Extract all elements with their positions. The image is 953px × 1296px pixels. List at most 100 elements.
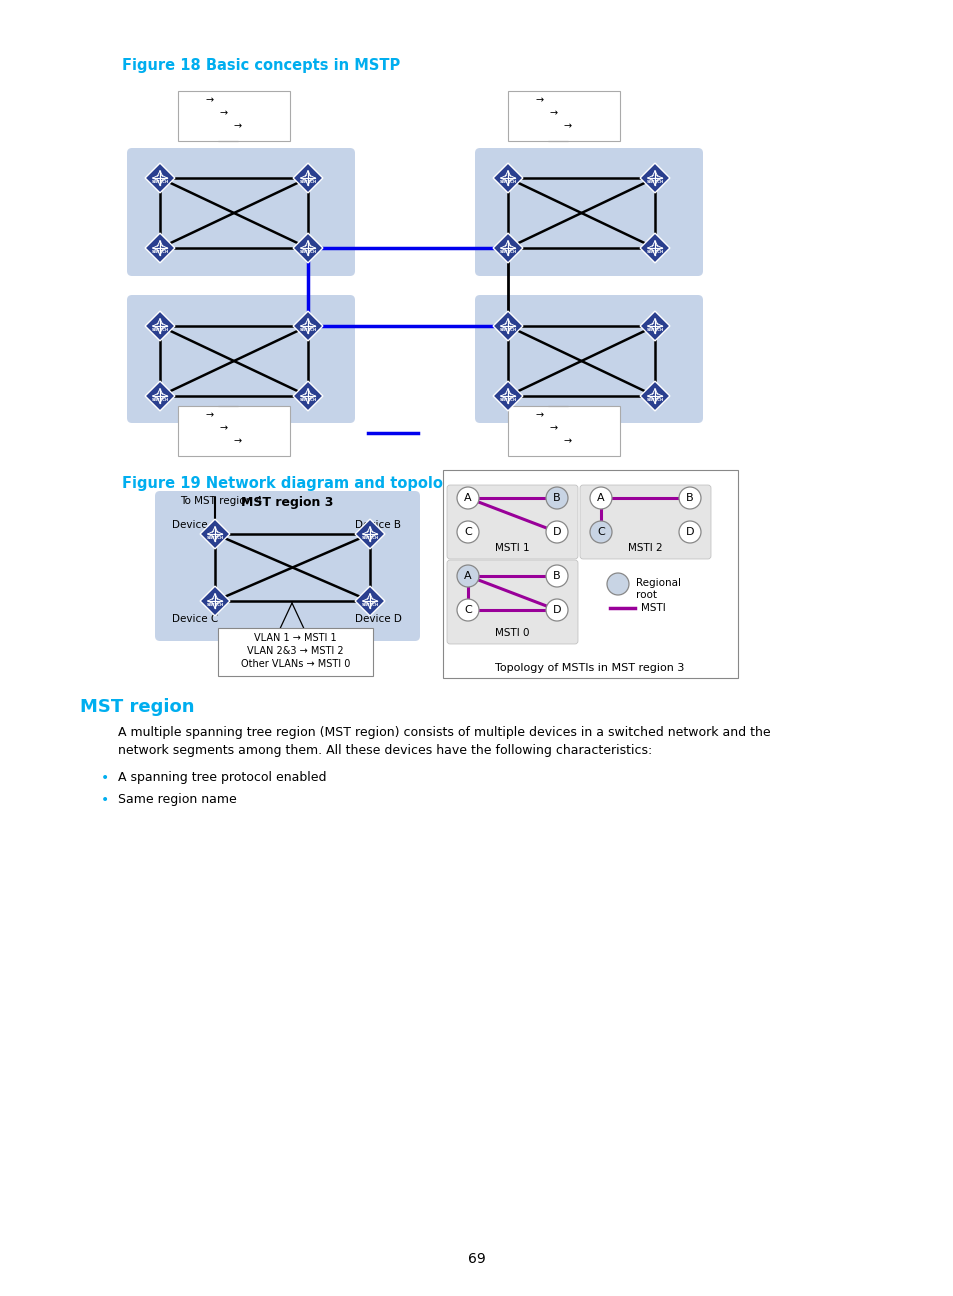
Circle shape (606, 573, 628, 595)
Text: D: D (685, 527, 694, 537)
Polygon shape (145, 311, 174, 341)
Text: SWITCH: SWITCH (498, 328, 517, 332)
FancyBboxPatch shape (579, 485, 710, 559)
Polygon shape (200, 586, 230, 616)
Text: C: C (597, 527, 604, 537)
Text: SWITCH: SWITCH (498, 250, 517, 254)
Text: •: • (101, 771, 109, 785)
FancyBboxPatch shape (475, 295, 702, 422)
Text: SWITCH: SWITCH (152, 180, 169, 184)
Text: Same region name: Same region name (118, 793, 236, 806)
Text: A spanning tree protocol enabled: A spanning tree protocol enabled (118, 771, 326, 784)
Polygon shape (145, 233, 174, 263)
Circle shape (679, 487, 700, 509)
Text: MSTI 1: MSTI 1 (495, 543, 529, 553)
Polygon shape (639, 233, 669, 263)
Text: SWITCH: SWITCH (206, 537, 223, 540)
Polygon shape (293, 163, 322, 193)
Polygon shape (293, 233, 322, 263)
Text: To MST region 4: To MST region 4 (180, 496, 262, 505)
Text: SWITCH: SWITCH (299, 180, 316, 184)
FancyBboxPatch shape (447, 485, 578, 559)
Text: SWITCH: SWITCH (299, 328, 316, 332)
Text: SWITCH: SWITCH (361, 604, 378, 608)
Text: →: → (220, 108, 228, 118)
Circle shape (456, 565, 478, 587)
Circle shape (589, 487, 612, 509)
Text: B: B (553, 572, 560, 581)
Text: SWITCH: SWITCH (646, 250, 663, 254)
Polygon shape (293, 311, 322, 341)
Polygon shape (639, 381, 669, 411)
Text: MSTI: MSTI (640, 603, 665, 613)
Circle shape (545, 565, 567, 587)
Circle shape (589, 521, 612, 543)
Text: SWITCH: SWITCH (361, 537, 378, 540)
Text: VLAN 1 → MSTI 1: VLAN 1 → MSTI 1 (253, 632, 336, 643)
Text: →: → (563, 435, 572, 446)
Text: 69: 69 (468, 1252, 485, 1266)
Text: SWITCH: SWITCH (299, 398, 316, 402)
Bar (442, 470, 738, 678)
Text: →: → (233, 121, 242, 131)
Text: network segments among them. All these devices have the following characteristic: network segments among them. All these d… (118, 744, 652, 757)
Text: SWITCH: SWITCH (152, 328, 169, 332)
Text: D: D (552, 605, 560, 616)
Text: Topology of MSTIs in MST region 3: Topology of MSTIs in MST region 3 (495, 664, 684, 673)
Text: SWITCH: SWITCH (152, 398, 169, 402)
Text: →: → (206, 410, 213, 420)
Text: →: → (536, 95, 543, 105)
Circle shape (456, 487, 478, 509)
Polygon shape (493, 381, 522, 411)
FancyBboxPatch shape (154, 491, 419, 642)
Text: SWITCH: SWITCH (646, 180, 663, 184)
Text: →: → (233, 435, 242, 446)
Text: →: → (206, 95, 213, 105)
Text: Other VLANs → MSTI 0: Other VLANs → MSTI 0 (240, 658, 350, 669)
Polygon shape (639, 311, 669, 341)
Text: SWITCH: SWITCH (299, 250, 316, 254)
Polygon shape (145, 381, 174, 411)
Text: VLAN 2&3 → MSTI 2: VLAN 2&3 → MSTI 2 (247, 645, 343, 656)
Circle shape (545, 487, 567, 509)
Text: SWITCH: SWITCH (498, 398, 517, 402)
FancyBboxPatch shape (475, 148, 702, 276)
Text: Device A: Device A (172, 520, 218, 530)
Bar (507, 406, 619, 456)
Text: SWITCH: SWITCH (206, 604, 223, 608)
Text: Figure 19 Network diagram and topology of MST region 3: Figure 19 Network diagram and topology o… (122, 476, 598, 491)
Text: •: • (101, 793, 109, 807)
Polygon shape (493, 233, 522, 263)
Text: →: → (550, 108, 558, 118)
FancyBboxPatch shape (127, 295, 355, 422)
Polygon shape (145, 163, 174, 193)
Text: A: A (464, 492, 472, 503)
Text: MST region 3: MST region 3 (240, 496, 333, 509)
Text: A multiple spanning tree region (MST region) consists of multiple devices in a s: A multiple spanning tree region (MST reg… (118, 726, 770, 739)
Text: SWITCH: SWITCH (646, 328, 663, 332)
Text: MST region: MST region (80, 699, 194, 715)
FancyBboxPatch shape (447, 560, 578, 644)
Text: →: → (536, 410, 543, 420)
Text: →: → (563, 121, 572, 131)
Polygon shape (355, 520, 384, 550)
Text: Device D: Device D (355, 614, 401, 623)
Text: D: D (552, 527, 560, 537)
Text: C: C (464, 605, 472, 616)
Polygon shape (355, 586, 384, 616)
Circle shape (545, 521, 567, 543)
Bar (178, 406, 290, 456)
Text: Regional: Regional (636, 578, 680, 588)
Text: Device B: Device B (355, 520, 400, 530)
Text: MSTI 0: MSTI 0 (495, 629, 529, 638)
Text: Figure 18 Basic concepts in MSTP: Figure 18 Basic concepts in MSTP (122, 58, 400, 73)
FancyBboxPatch shape (127, 148, 355, 276)
Text: B: B (553, 492, 560, 503)
Circle shape (679, 521, 700, 543)
Text: root: root (636, 590, 657, 600)
Text: →: → (550, 422, 558, 433)
Text: B: B (685, 492, 693, 503)
Polygon shape (493, 163, 522, 193)
Circle shape (456, 599, 478, 621)
Bar (218, 629, 373, 677)
